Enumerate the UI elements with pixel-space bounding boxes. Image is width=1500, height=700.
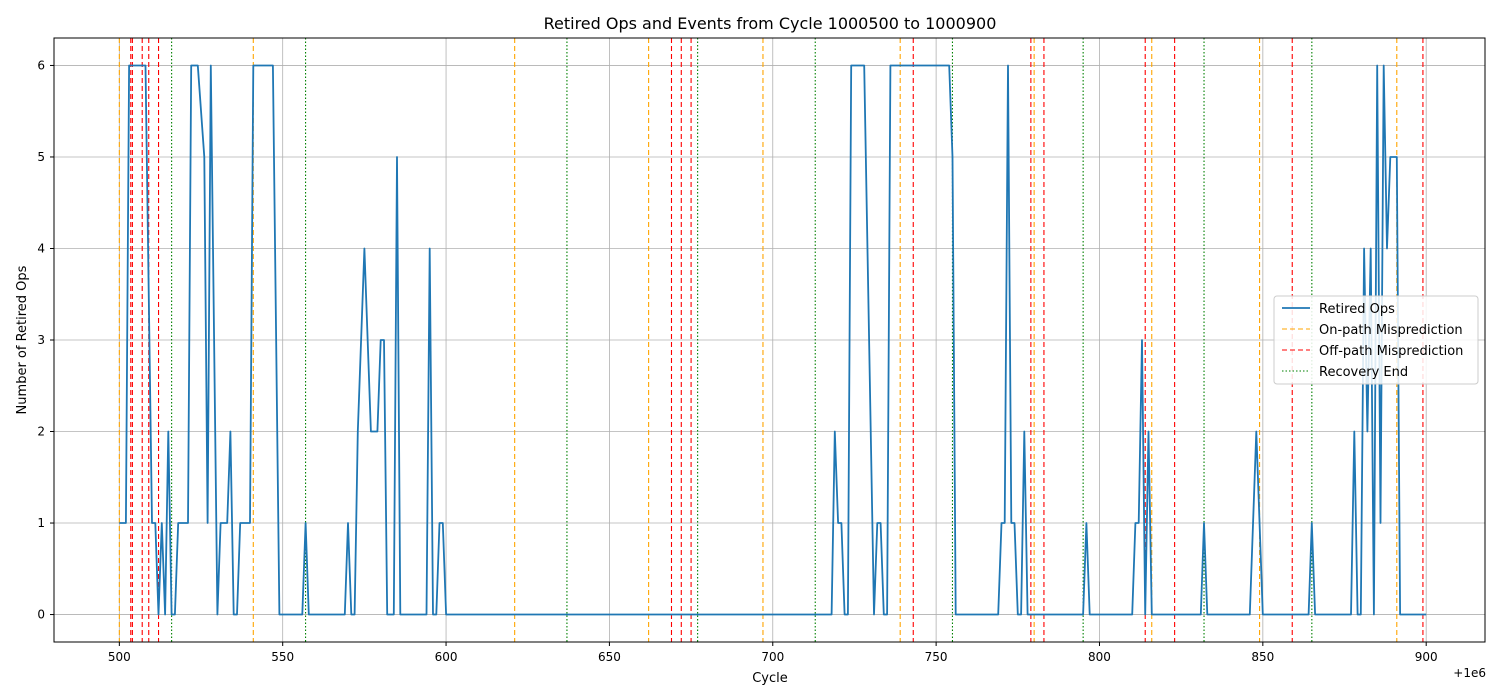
y-tick-label: 1 bbox=[37, 516, 45, 530]
legend-label: Recovery End bbox=[1319, 365, 1408, 380]
x-tick-label: 700 bbox=[761, 650, 784, 664]
y-tick-label: 4 bbox=[37, 241, 45, 255]
legend-label: On-path Misprediction bbox=[1319, 323, 1463, 338]
x-tick-label: 600 bbox=[435, 650, 458, 664]
legend-label: Off-path Misprediction bbox=[1319, 344, 1463, 359]
x-tick-label: 900 bbox=[1415, 650, 1438, 664]
x-tick-label: 850 bbox=[1251, 650, 1274, 664]
x-offset-label: +1e6 bbox=[1453, 666, 1486, 680]
series-layer bbox=[119, 64, 1427, 616]
y-tick-label: 5 bbox=[37, 150, 45, 164]
retired-ops-line bbox=[119, 64, 1427, 616]
y-tick-label: 0 bbox=[37, 608, 45, 622]
x-tick-label: 800 bbox=[1088, 650, 1111, 664]
y-tick-label: 2 bbox=[37, 425, 45, 439]
x-tick-label: 650 bbox=[598, 650, 621, 664]
x-axis-label: Cycle bbox=[752, 671, 788, 686]
y-ticks: 0 1 2 3 4 5 6 bbox=[37, 58, 54, 622]
y-tick-label: 3 bbox=[37, 333, 45, 347]
chart-title: Retired Ops and Events from Cycle 100050… bbox=[544, 14, 997, 33]
y-tick-label: 6 bbox=[37, 58, 45, 72]
legend-label: Retired Ops bbox=[1319, 302, 1395, 317]
x-tick-label: 750 bbox=[925, 650, 948, 664]
x-tick-label: 550 bbox=[271, 650, 294, 664]
y-axis-label: Number of Retired Ops bbox=[15, 265, 30, 414]
legend: Retired Ops On-path Misprediction Off-path… bbox=[1273, 295, 1479, 385]
legend-box bbox=[1273, 295, 1479, 385]
x-ticks: 500 550 600 650 700 750 800 850 900 bbox=[108, 642, 1438, 664]
x-tick-label: 500 bbox=[108, 650, 131, 664]
